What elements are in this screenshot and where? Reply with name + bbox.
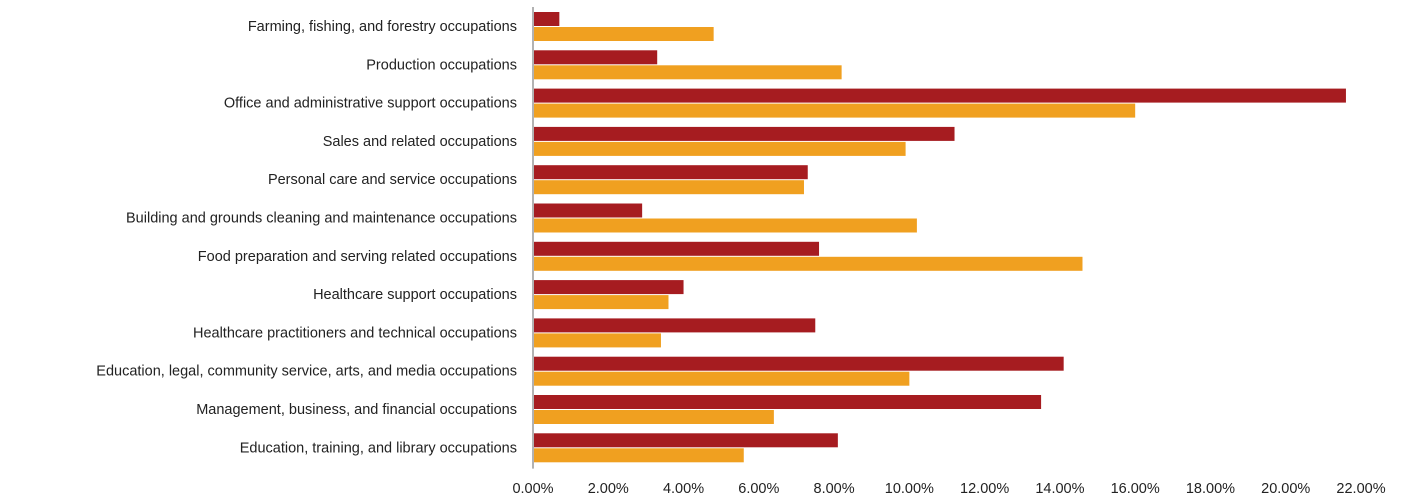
bar-series1-7 (534, 280, 684, 295)
x-tick-label: 6.00% (738, 481, 779, 497)
bar-series1-11 (534, 433, 838, 448)
category-labels: Farming, fishing, and forestry occupatio… (96, 19, 517, 456)
bar-series1-0 (534, 12, 560, 26)
bar-series2-3 (534, 141, 906, 156)
bar-series1-8 (534, 318, 816, 333)
x-tick-label: 8.00% (814, 481, 855, 497)
bar-series2-11 (534, 448, 744, 463)
category-label: Education, legal, community service, art… (96, 364, 517, 380)
bar-series2-9 (534, 371, 910, 386)
bar-series2-2 (534, 103, 1136, 118)
bar-series1-2 (534, 88, 1346, 103)
x-tick-label: 18.00% (1186, 481, 1235, 497)
bar-series1-6 (534, 241, 820, 256)
x-tick-label: 0.00% (512, 481, 553, 497)
category-label: Office and administrative support occupa… (224, 96, 517, 112)
x-tick-label: 20.00% (1261, 481, 1310, 497)
bar-series2-5 (534, 218, 917, 233)
bar-series2-7 (534, 295, 669, 310)
category-label: Production occupations (366, 57, 517, 73)
bar-series1-9 (534, 356, 1064, 371)
bar-series1-5 (534, 203, 643, 218)
category-label: Farming, fishing, and forestry occupatio… (248, 19, 517, 35)
category-label: Healthcare practitioners and technical o… (193, 325, 517, 341)
x-tick-labels: 0.00% 2.00% 4.00% 6.00% 8.00% 10.00% 12.00% 14.… (512, 481, 1385, 497)
x-tick-label: 10.00% (885, 481, 934, 497)
bar-series1-4 (534, 165, 808, 180)
bar-series2-1 (534, 65, 842, 80)
category-label: Building and grounds cleaning and mainte… (126, 211, 517, 227)
x-tick-label: 2.00% (588, 481, 629, 497)
x-tick-label: 12.00% (960, 481, 1009, 497)
bar-series2-10 (534, 410, 774, 424)
category-label: Sales and related occupations (323, 134, 517, 150)
category-label: Healthcare support occupations (313, 287, 517, 303)
category-label: Management, business, and financial occu… (196, 402, 517, 418)
x-tick-label: 22.00% (1336, 481, 1385, 497)
x-tick-label: 4.00% (663, 481, 704, 497)
category-label: Personal care and service occupations (268, 172, 517, 188)
category-label: Education, training, and library occupat… (240, 440, 517, 456)
x-tick-label: 16.00% (1111, 481, 1160, 497)
category-label: Food preparation and serving related occ… (198, 249, 517, 265)
bar-series2-0 (534, 27, 714, 41)
x-tick-label: 14.00% (1035, 481, 1084, 497)
bar-series1-3 (534, 126, 955, 141)
bar-series2-8 (534, 333, 661, 348)
bar-series2-6 (534, 256, 1083, 271)
bar-series2-4 (534, 180, 804, 195)
bars-group (534, 12, 1346, 463)
bar-series1-1 (534, 50, 658, 65)
bar-series1-10 (534, 395, 1042, 409)
